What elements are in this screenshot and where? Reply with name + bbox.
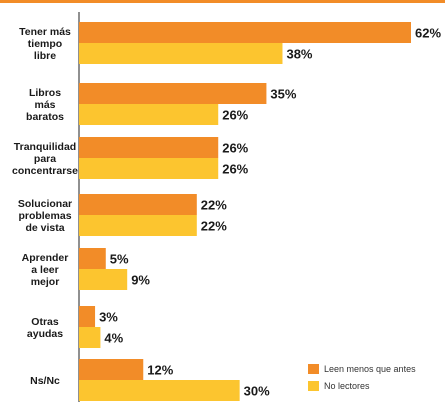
bar-no-lectores <box>79 104 219 125</box>
bar-leen-menos <box>79 359 144 380</box>
legend-label: No lectores <box>324 381 370 391</box>
value-label: 26% <box>222 141 248 156</box>
legend-swatch <box>308 381 319 391</box>
value-label: 3% <box>99 310 118 325</box>
bar-no-lectores <box>79 215 197 236</box>
value-label: 26% <box>222 108 248 123</box>
legend-label: Leen menos que antes <box>324 364 416 374</box>
value-label: 9% <box>131 273 150 288</box>
bar-no-lectores <box>79 43 283 64</box>
bar-leen-menos <box>79 83 267 104</box>
value-label: 22% <box>201 219 227 234</box>
bars-group <box>79 22 411 401</box>
bar-leen-menos <box>79 248 106 269</box>
category-label: Tener más tiempo libre <box>19 26 71 62</box>
bar-no-lectores <box>79 380 240 401</box>
value-label: 12% <box>147 363 173 378</box>
legend: Leen menos que antes No lectores <box>308 364 416 391</box>
category-label: Ns/Nc <box>30 375 60 387</box>
value-label: 35% <box>270 87 296 102</box>
bar-no-lectores <box>79 269 128 290</box>
value-label: 30% <box>244 384 270 399</box>
category-label: Solucionar problemas de vista <box>18 198 72 234</box>
bar-leen-menos <box>79 137 219 158</box>
labels-group: 62% 38% Tener más tiempo libre 35% 26% Libros má… <box>12 26 441 399</box>
category-label: Otras ayudas <box>27 316 63 340</box>
bar-no-lectores <box>79 158 219 179</box>
category-label: Libros más baratos <box>26 87 64 123</box>
value-label: 62% <box>415 26 441 41</box>
top-rule <box>0 0 445 3</box>
bar-leen-menos <box>79 22 411 43</box>
bar-no-lectores <box>79 327 101 348</box>
legend-swatch <box>308 364 319 374</box>
value-label: 5% <box>110 252 129 267</box>
value-label: 22% <box>201 198 227 213</box>
bar-leen-menos <box>79 194 197 215</box>
category-label: Tranquilidad para concentrarse <box>12 141 78 177</box>
value-label: 4% <box>104 331 123 346</box>
value-label: 26% <box>222 162 248 177</box>
value-label: 38% <box>286 47 312 62</box>
category-label: Aprender a leer mejor <box>22 252 69 288</box>
bar-leen-menos <box>79 306 96 327</box>
